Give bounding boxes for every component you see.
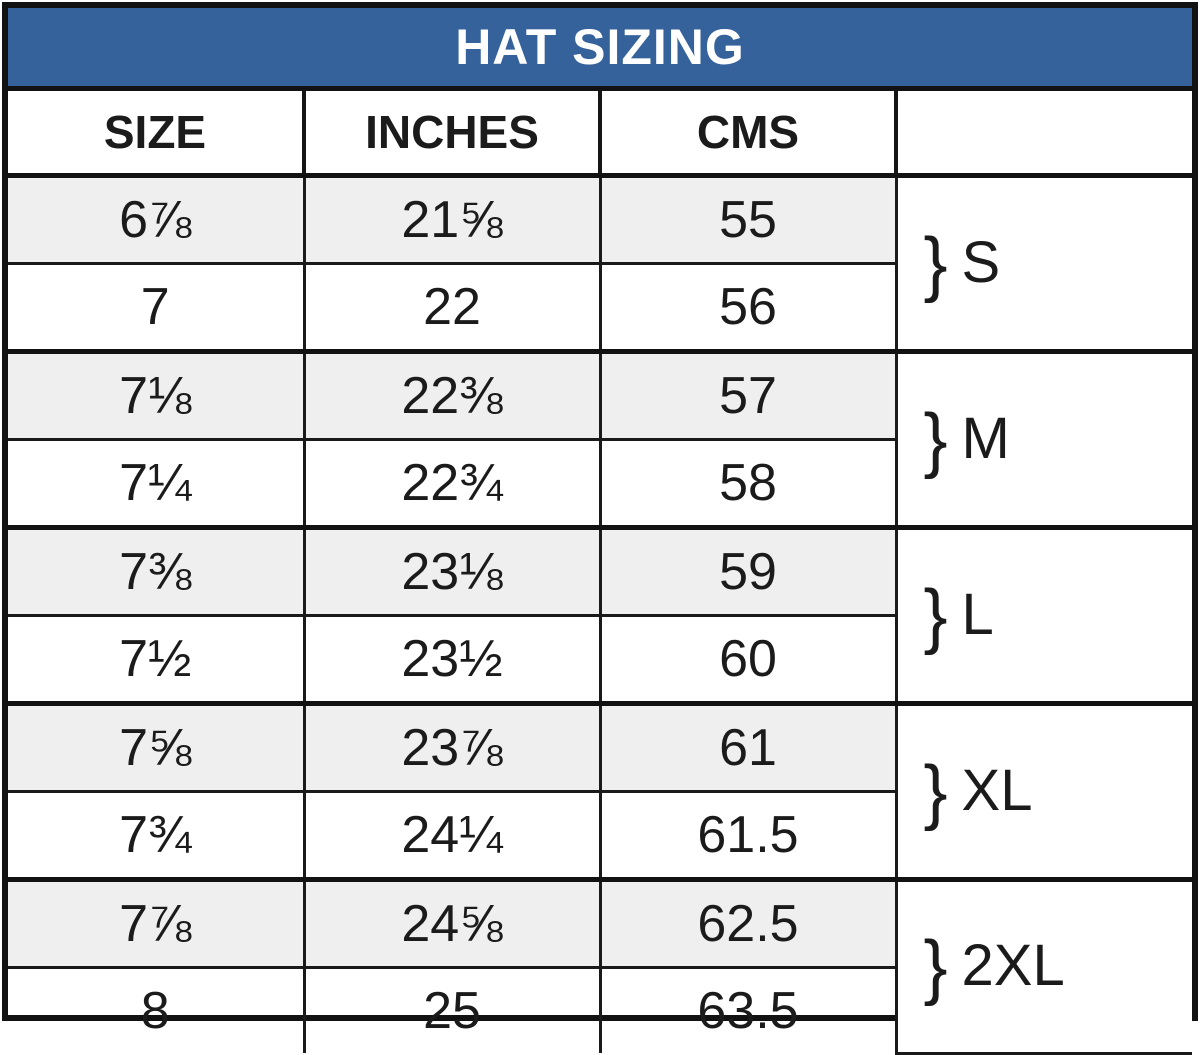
table-row: 7⅛ 22⅜ 57 } M [8, 349, 1192, 529]
size-cell: 8 [8, 966, 306, 1053]
size-cell: 7¼ [8, 438, 306, 529]
cms-cell: 59 [598, 525, 898, 617]
size-cell: 7⅛ [8, 349, 306, 441]
table-row: 7 22 56 [8, 262, 1192, 353]
hat-size-table: SIZE INCHES CMS 6⅞ 21⅝ 55 } S 7 22 [8, 91, 1192, 1055]
brace-icon: } [923, 751, 948, 832]
cms-cell: 61.5 [598, 790, 898, 881]
group-cell-xl: } XL [894, 701, 1192, 881]
group-label: S [961, 229, 1001, 295]
inches-cell: 21⅝ [302, 173, 602, 265]
inches-cell: 25 [302, 966, 602, 1053]
column-header-size: SIZE [8, 91, 306, 178]
table-row: 7¼ 22¾ 58 [8, 438, 1192, 529]
brace-icon: } [923, 223, 948, 304]
brace-icon: } [923, 575, 948, 656]
table-row: 7⅝ 23⅞ 61 } XL [8, 701, 1192, 881]
cms-cell: 61 [598, 701, 898, 793]
size-cell: 7⅞ [8, 877, 306, 969]
cms-cell: 58 [598, 438, 898, 529]
size-cell: 7¾ [8, 790, 306, 881]
group-cell-s: } S [894, 173, 1192, 353]
inches-cell: 23½ [302, 614, 602, 705]
group-cell-m: } M [894, 349, 1192, 529]
inches-cell: 22¾ [302, 438, 602, 529]
brace-icon: } [923, 926, 948, 1007]
table-row: 7¾ 24¼ 61.5 [8, 790, 1192, 881]
group-label: M [961, 405, 1010, 471]
cms-cell: 60 [598, 614, 898, 705]
cms-cell: 56 [598, 262, 898, 353]
inches-cell: 23⅞ [302, 701, 602, 793]
cms-cell: 62.5 [598, 877, 898, 969]
column-header-group [894, 91, 1192, 178]
group-label: 2XL [961, 932, 1065, 998]
header-row: SIZE INCHES CMS [8, 91, 1192, 178]
column-header-cms: CMS [598, 91, 898, 178]
chart-title: HAT SIZING [8, 8, 1192, 91]
table-row: 7½ 23½ 60 [8, 614, 1192, 705]
inches-cell: 23⅛ [302, 525, 602, 617]
column-header-inches: INCHES [302, 91, 602, 178]
table-row: 7⅞ 24⅝ 62.5 } 2XL [8, 877, 1192, 1055]
table-row: 6⅞ 21⅝ 55 } S [8, 173, 1192, 353]
group-label: L [961, 581, 994, 647]
size-cell: 7 [8, 262, 306, 353]
table-row: 7⅜ 23⅛ 59 } L [8, 525, 1192, 705]
cms-cell: 55 [598, 173, 898, 265]
inches-cell: 22 [302, 262, 602, 353]
inches-cell: 22⅜ [302, 349, 602, 441]
size-cell: 7½ [8, 614, 306, 705]
size-cell: 6⅞ [8, 173, 306, 265]
size-cell: 7⅜ [8, 525, 306, 617]
cms-cell: 63.5 [598, 966, 898, 1053]
inches-cell: 24⅝ [302, 877, 602, 969]
size-cell: 7⅝ [8, 701, 306, 793]
group-cell-l: } L [894, 525, 1192, 705]
brace-icon: } [923, 399, 948, 480]
inches-cell: 24¼ [302, 790, 602, 881]
group-label: XL [961, 757, 1033, 823]
group-cell-2xl: } 2XL [894, 877, 1192, 1055]
cms-cell: 57 [598, 349, 898, 441]
